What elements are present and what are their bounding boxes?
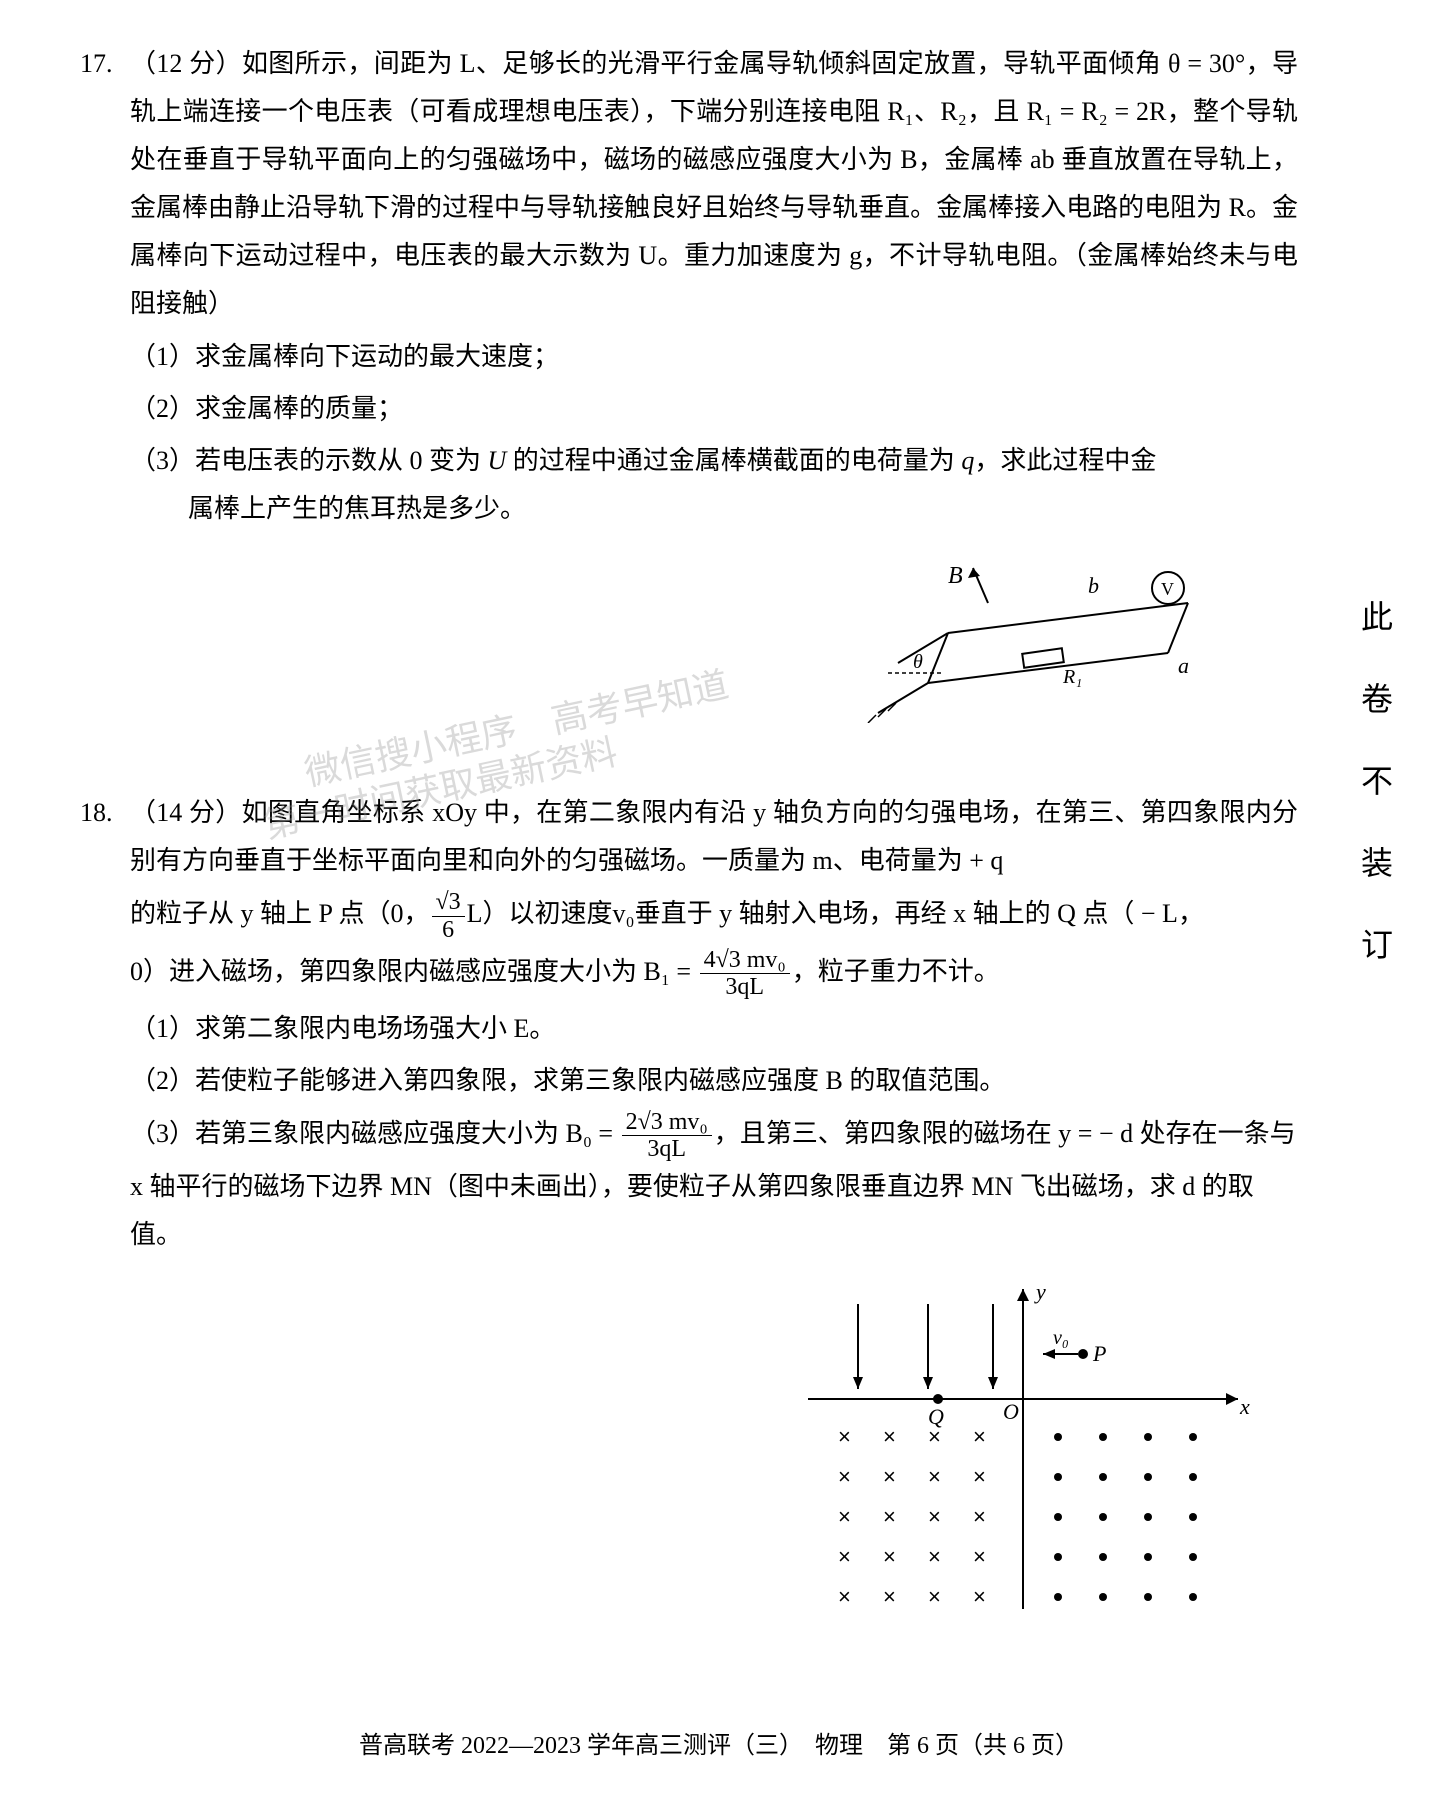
q18-p3: 0）进入磁场，第四象限内磁感应强度大小为 B₁ = 4√3 mv₀3qL，粒子重…	[80, 947, 1298, 1001]
svg-text:×: ×	[973, 1464, 986, 1489]
inclined-rail-diagram: b a B V R₁ θ	[838, 543, 1238, 723]
svg-text:×: ×	[838, 1464, 851, 1489]
q18-p1: 如图直角坐标系 xOy 中，在第二象限内有沿 y 轴负方向的匀强电场，在第三、第…	[130, 798, 1298, 875]
label-R1: R₁	[1062, 666, 1082, 688]
label-O: O	[1003, 1399, 1019, 1424]
label-a: a	[1178, 653, 1189, 678]
q18-p2: 的粒子从 y 轴上 P 点（0，√36L）以初速度v₀垂直于 y 轴射入电场，再…	[80, 889, 1298, 943]
svg-text:×: ×	[973, 1584, 986, 1609]
q18-sub1: （1）求第二象限内电场场强大小 E。	[80, 1005, 1298, 1053]
svg-text:×: ×	[973, 1544, 986, 1569]
label-v0: v₀	[1053, 1327, 1069, 1349]
q18-diagram: y x O P v₀ Q ×××× ×××× ×××× ××××	[80, 1279, 1298, 1635]
q18-number: 18.	[80, 789, 130, 885]
label-theta: θ	[913, 651, 923, 673]
q18-sub3: （3）若第三象限内磁感应强度大小为 B₀ = 2√3 mv₀3qL，且第三、第四…	[80, 1109, 1298, 1259]
svg-text:×: ×	[883, 1584, 896, 1609]
label-x: x	[1239, 1394, 1250, 1419]
q18-points: （14 分）	[130, 798, 242, 827]
svg-text:×: ×	[838, 1504, 851, 1529]
q18-header: 18. （14 分）如图直角坐标系 xOy 中，在第二象限内有沿 y 轴负方向的…	[80, 789, 1298, 885]
svg-text:×: ×	[973, 1424, 986, 1449]
q17-sub1: （1）求金属棒向下运动的最大速度；	[80, 333, 1298, 381]
svg-text:×: ×	[838, 1584, 851, 1609]
q17-text: 如图所示，间距为 L、足够长的光滑平行金属导轨倾斜固定放置，导轨平面倾角 θ =…	[130, 49, 1298, 318]
svg-text:×: ×	[928, 1464, 941, 1489]
svg-text:×: ×	[928, 1424, 941, 1449]
svg-text:×: ×	[973, 1504, 986, 1529]
q17-number: 17.	[80, 40, 130, 329]
svg-text:×: ×	[883, 1504, 896, 1529]
label-b: b	[1088, 573, 1099, 598]
svg-text:×: ×	[838, 1544, 851, 1569]
side-binding-text: 此卷不装订	[1352, 600, 1398, 1010]
svg-text:×: ×	[928, 1584, 941, 1609]
coordinate-field-diagram: y x O P v₀ Q ×××× ×××× ×××× ××××	[798, 1279, 1258, 1619]
page-footer: 普高联考 2022—2023 学年高三测评（三） 物理 第 6 页（共 6 页）	[0, 1725, 1438, 1760]
question-18: 18. （14 分）如图直角坐标系 xOy 中，在第二象限内有沿 y 轴负方向的…	[80, 789, 1298, 1635]
svg-text:×: ×	[928, 1504, 941, 1529]
q17-sub3-line2: 属棒上产生的焦耳热是多少。	[80, 485, 1298, 533]
q17-diagram: b a B V R₁ θ	[80, 543, 1298, 739]
q17-sub3: （3）若电压表的示数从 0 变为 U 的过程中通过金属棒横截面的电荷量为 q，求…	[80, 437, 1298, 485]
svg-text:×: ×	[883, 1464, 896, 1489]
label-B: B	[948, 563, 963, 589]
cross-marks: × × × × × × × × × × × × × × × × × × × ×	[838, 1424, 986, 1609]
dot-marks	[1054, 1433, 1197, 1601]
q17-sub2: （2）求金属棒的质量；	[80, 385, 1298, 433]
q18-body: （14 分）如图直角坐标系 xOy 中，在第二象限内有沿 y 轴负方向的匀强电场…	[130, 789, 1298, 885]
svg-text:×: ×	[838, 1424, 851, 1449]
question-17: 17. （12 分）如图所示，间距为 L、足够长的光滑平行金属导轨倾斜固定放置，…	[80, 40, 1298, 739]
q17-points: （12 分）	[130, 49, 242, 78]
svg-text:×: ×	[883, 1544, 896, 1569]
label-y: y	[1034, 1279, 1046, 1304]
svg-text:×: ×	[883, 1424, 896, 1449]
q17-body: （12 分）如图所示，间距为 L、足够长的光滑平行金属导轨倾斜固定放置，导轨平面…	[130, 40, 1298, 329]
q18-sub2: （2）若使粒子能够进入第四象限，求第三象限内磁感应强度 B 的取值范围。	[80, 1057, 1298, 1105]
label-V: V	[1161, 579, 1174, 599]
label-P: P	[1092, 1341, 1106, 1366]
q17-header: 17. （12 分）如图所示，间距为 L、足够长的光滑平行金属导轨倾斜固定放置，…	[80, 40, 1298, 329]
svg-text:×: ×	[928, 1544, 941, 1569]
